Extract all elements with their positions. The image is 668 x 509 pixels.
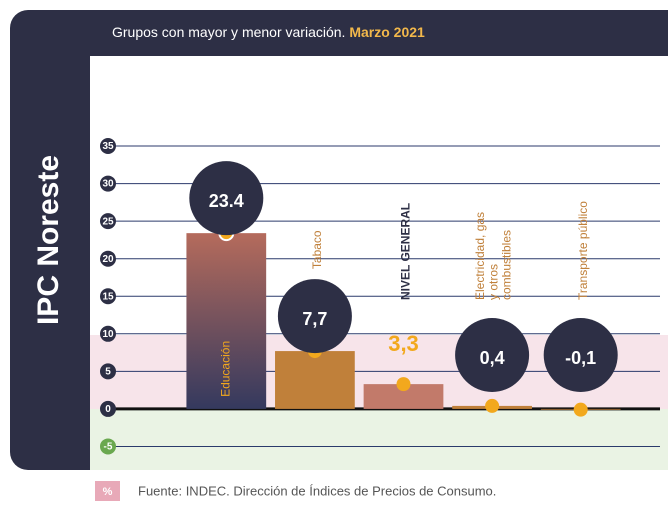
category-label: Educación bbox=[218, 341, 232, 397]
value-dot bbox=[485, 398, 500, 413]
title-text: Grupos con mayor y menor variación. bbox=[112, 24, 345, 40]
category-label: NIVEL GENERAL bbox=[399, 203, 413, 300]
side-title: IPC Noreste bbox=[32, 155, 65, 325]
y-tick-dot bbox=[100, 138, 116, 155]
plot: -5 0 5 10 15 20 25 30 35 23.4 Educación 7,7 Tabaco 3,… bbox=[100, 138, 660, 455]
value-circle bbox=[277, 279, 352, 354]
category-label: Electricidad, gasy otroscombustibles bbox=[473, 212, 513, 300]
source-badge-box bbox=[95, 481, 120, 501]
y-tick-dot bbox=[100, 175, 116, 192]
y-tick-label: 5 bbox=[105, 366, 111, 377]
y-tick-label: 15 bbox=[102, 291, 114, 302]
y-tick-dot bbox=[100, 325, 116, 342]
y-tick-dot bbox=[100, 363, 116, 380]
value-circle bbox=[543, 318, 618, 392]
value-label: 23.4 bbox=[209, 191, 244, 211]
value-label: -0,1 bbox=[565, 348, 596, 368]
bar bbox=[186, 233, 267, 409]
y-tick-label: 30 bbox=[102, 179, 114, 190]
y-tick-label: 35 bbox=[102, 141, 114, 152]
value-dot bbox=[396, 377, 411, 392]
band-green bbox=[90, 409, 668, 470]
value-label: 3,3 bbox=[388, 331, 419, 356]
header-bar bbox=[90, 10, 668, 56]
y-tick-dot bbox=[100, 288, 116, 305]
category-label: Transporte público bbox=[576, 201, 590, 300]
value-label: 7,7 bbox=[302, 309, 327, 329]
y-tick-label: 20 bbox=[102, 254, 114, 265]
y-tick-label: 25 bbox=[102, 216, 114, 227]
source-badge: % bbox=[103, 486, 113, 498]
y-tick-dot bbox=[100, 400, 116, 417]
y-tick-label: 0 bbox=[105, 404, 111, 415]
category-label: Tabaco bbox=[310, 230, 324, 269]
value-circle bbox=[189, 161, 264, 236]
title-highlight: Marzo 2021 bbox=[349, 24, 425, 40]
y-tick-dot bbox=[100, 250, 116, 267]
y-tick-dot bbox=[100, 213, 116, 230]
value-label: 0,4 bbox=[480, 348, 505, 368]
value-circle bbox=[455, 318, 530, 392]
y-tick-label: -5 bbox=[104, 442, 113, 453]
y-tick-label: 10 bbox=[102, 329, 114, 340]
value-dot bbox=[573, 402, 588, 417]
source: Fuente: INDEC. Dirección de Índices de P… bbox=[138, 483, 496, 498]
bar bbox=[275, 351, 355, 409]
chart-title: Grupos con mayor y menor variación. Marz… bbox=[112, 24, 425, 40]
y-tick-dot bbox=[100, 438, 116, 455]
